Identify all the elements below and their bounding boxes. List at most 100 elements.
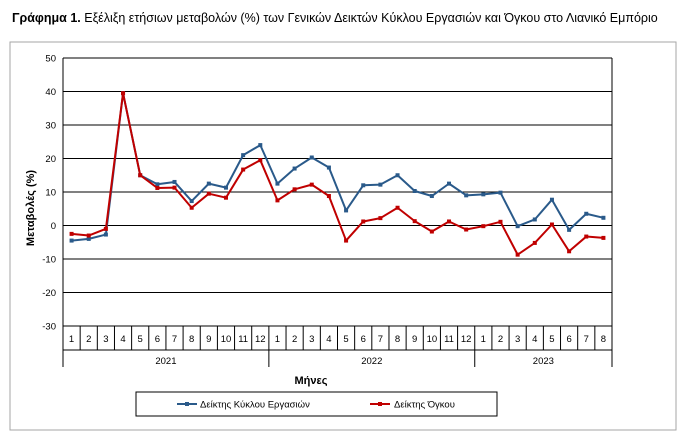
y-tick-label: -10 [42,255,56,266]
month-tick-label: 4 [532,334,537,345]
y-tick-label: -20 [42,288,56,299]
data-point [601,215,606,220]
y-tick-label: -30 [42,322,56,333]
data-point [429,194,434,199]
y-tick-label: 40 [45,87,56,98]
month-tick-label: 5 [549,334,554,345]
month-tick-label: 4 [326,334,331,345]
data-point [447,181,452,186]
data-point [206,191,211,196]
y-tick-label: 20 [45,154,56,165]
month-tick-label: 3 [103,334,108,345]
data-point [206,181,211,186]
data-point [532,217,537,222]
data-point [601,235,606,240]
y-tick-label: 10 [45,188,56,199]
data-point [464,193,469,198]
month-tick-label: 9 [206,334,211,345]
series-lines [69,91,606,257]
month-tick-label: 6 [361,334,366,345]
legend-marker [378,402,382,406]
data-point [481,192,486,197]
y-tick-label: 30 [45,121,56,132]
month-tick-label: 11 [444,334,454,345]
data-point [241,153,246,158]
y-axis-label: Μεταβολές (%) [25,170,37,246]
month-tick-label: 2 [86,334,91,345]
data-point [498,190,503,195]
month-tick-label: 8 [601,334,606,345]
data-point [172,179,177,184]
figure-title: Γράφημα 1. Εξέλιξη ετήσιων μεταβολών (%)… [12,11,658,25]
data-point [309,182,314,187]
month-tick-label: 9 [412,334,417,345]
x-axis-table: 1 2 3 4 5 6 7 8 9 10 11 12 1 2 3 4 5 6 7 8 9 10 11 12 1 2 3 4 5 6 7 820… [62,326,613,367]
month-tick-label: 1 [275,334,280,345]
data-point [412,219,417,224]
month-tick-label: 5 [343,334,348,345]
data-point [258,158,263,163]
month-tick-label: 1 [69,334,74,345]
month-tick-label: 5 [138,334,143,345]
data-point [103,232,108,237]
data-point [223,195,228,200]
data-point [69,231,74,236]
month-tick-label: 3 [515,334,520,345]
month-tick-label: 4 [120,334,125,345]
month-tick-label: 10 [427,334,438,345]
data-point [361,183,366,188]
data-point [378,216,383,221]
month-tick-label: 7 [378,334,383,345]
data-point [309,155,314,160]
data-point [549,197,554,202]
data-point [395,173,400,178]
data-point [464,227,469,232]
data-point [344,238,349,243]
data-point [515,252,520,257]
data-point [378,182,383,187]
legend-label: Δείκτης Κύκλου Εργασιών [200,400,310,411]
data-point [532,240,537,245]
data-point [412,188,417,193]
month-tick-label: 6 [155,334,160,345]
data-point [121,91,126,96]
month-tick-label: 8 [395,334,400,345]
data-point [567,227,572,232]
data-point [103,226,108,231]
data-point [584,211,589,216]
series-line-1 [71,92,604,242]
data-point [172,185,177,190]
month-tick-label: 10 [221,334,232,345]
data-point [155,182,160,187]
data-point [395,205,400,210]
data-point [361,219,366,224]
month-tick-label: 3 [309,334,314,345]
data-point [481,224,486,229]
month-tick-label: 2 [292,334,297,345]
data-point [292,166,297,171]
month-tick-label: 1 [481,334,486,345]
data-point [584,234,589,239]
data-point [275,181,280,186]
data-point [155,185,160,190]
month-tick-label: 12 [461,334,472,345]
figure-title-lead: Γράφημα 1. [12,11,81,25]
month-tick-label: 8 [189,334,194,345]
data-point [326,194,331,199]
year-label: 2021 [155,356,176,367]
month-tick-label: 12 [255,334,266,345]
month-tick-label: 2 [498,334,503,345]
chart-border [9,41,677,431]
data-point [189,205,194,210]
grid-lines [62,57,613,327]
legend-label: Δείκτης Όγκου [394,400,455,411]
data-point [344,208,349,213]
data-point [498,219,503,224]
legend-marker [185,402,189,406]
data-point [292,187,297,192]
year-label: 2023 [533,356,554,367]
series-line-2 [71,92,604,256]
data-point [86,236,91,241]
y-tick-label: 0 [51,221,56,232]
